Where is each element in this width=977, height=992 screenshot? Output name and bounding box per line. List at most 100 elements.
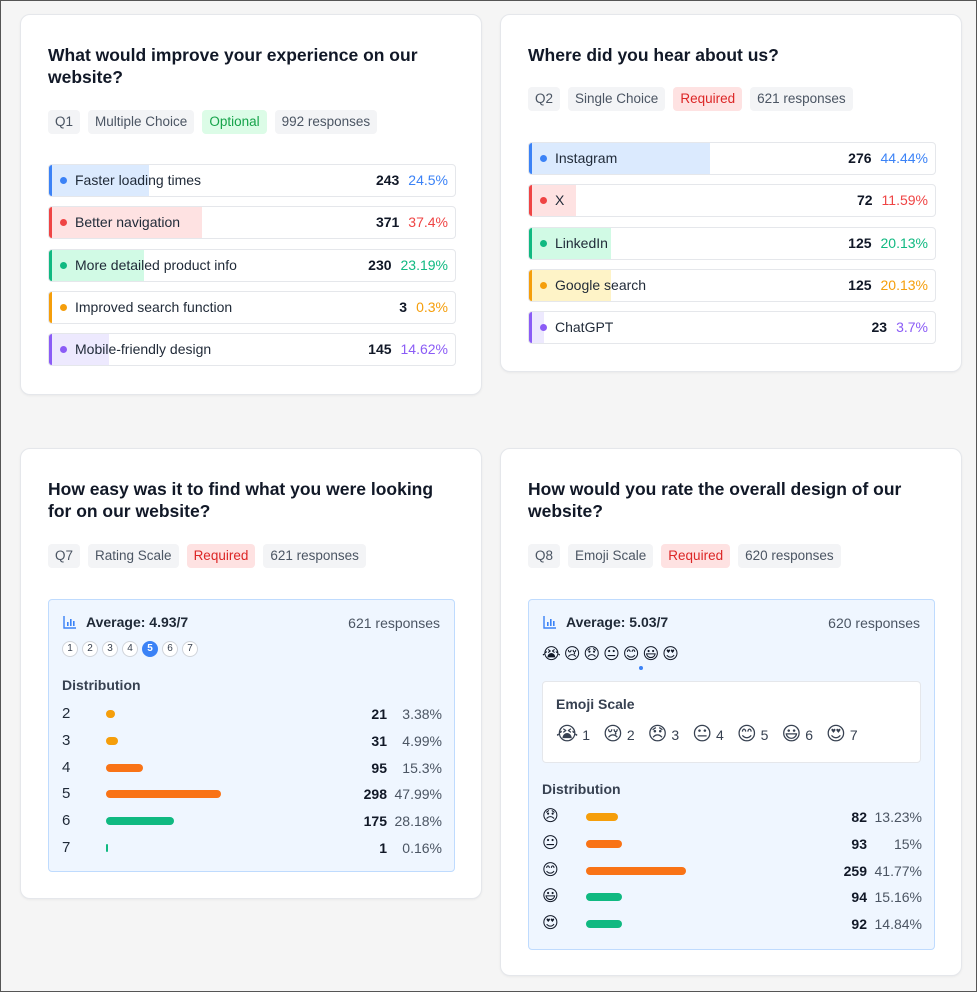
option-color-edge [529,185,532,217]
option-count: 145 [368,341,392,358]
option-label: Instagram [555,150,618,166]
bar-chart-icon [543,616,556,629]
responses-tag: 620 responses [738,544,841,568]
option-percent: 3.7% [896,319,928,336]
option-color-dot [540,281,547,289]
option-label: Mobile-friendly design [75,341,212,358]
average-score: Average: 4.93/7 [62,614,188,630]
emoji-legend-value: 3 [671,726,680,743]
option-percent: 20.13% [880,234,928,251]
option-row[interactable]: ChatGPT 23 3.7% [528,311,936,345]
question-tags: Q2 Single Choice Required 621 responses [528,87,853,111]
question-type-tag: Emoji Scale [568,544,654,568]
option-color-dot [60,303,67,311]
distribution-percent: 15% [893,835,922,852]
option-row[interactable]: X 72 11.59% [528,184,936,218]
distribution-row: 😃 94 15.16% [529,886,934,908]
emoji-legend-value: 4 [716,726,724,743]
emoji-legend-value: 2 [626,726,635,743]
distribution-percent: 28.18% [394,813,442,830]
option-stats: 145 14.62% [368,334,448,365]
scale-point[interactable]: 1 [62,641,78,657]
emoji-legend-item: 😊 5 [737,723,769,746]
question-id-tag: Q2 [528,87,561,111]
option-row[interactable]: Mobile-friendly design 145 14.62% [48,333,456,367]
option-label: Faster loading times [75,172,202,188]
option-share-bar [529,185,577,217]
distribution-percent: 13.23% [874,809,922,825]
emoji-legend-value: 7 [849,726,858,743]
emoji-legend-item: 😢 2 [603,723,635,746]
option-label: X [555,192,565,209]
option-color-dot [540,239,547,247]
required-badge: Required [661,544,731,568]
option-count: 276 [848,150,872,166]
scale-point[interactable]: 3 [102,641,118,657]
option-label: LinkedIn [555,234,608,251]
emoji-legend-icon: 😢 [603,724,623,745]
emoji-option[interactable]: 😐 [603,646,620,663]
option-row[interactable]: Improved search function 3 0.3% [48,290,456,324]
option-row[interactable]: Google search 125 20.13% [528,268,936,302]
question-card-q2: Where did you hear about us? Q2 Single C… [500,14,962,372]
scale-point[interactable]: 5 [142,641,158,657]
distribution-bar [106,763,143,772]
option-row[interactable]: Better navigation 371 37.4% [48,206,456,240]
option-color-edge [529,227,532,259]
distribution-bar [586,866,687,875]
option-color-edge [49,207,52,239]
option-color-edge [49,291,52,323]
distribution-bar [106,844,108,852]
distribution-bar [106,817,174,826]
distribution-key: 3 [62,731,71,749]
question-tags: Q7 Rating Scale Required 621 responses [48,544,366,568]
distribution-count: 21 [371,706,387,722]
distribution-count: 31 [371,732,387,749]
average-value: Average: 5.03/7 [566,614,669,630]
distribution-bar [106,790,222,799]
distribution-bar [586,920,622,929]
distribution-row: 😐 93 15% [529,833,934,855]
scale-point[interactable]: 2 [82,641,98,657]
distribution-row: 😞 82 13.23% [529,806,934,828]
option-percent: 24.5% [408,172,448,188]
option-count: 3 [399,298,408,315]
emoji-legend-icon: 😍 [826,724,846,745]
scale-point[interactable]: 7 [182,641,198,657]
scale-point[interactable]: 4 [122,641,138,657]
option-color-dot [60,219,67,227]
distribution-percent: 15.3% [402,759,442,776]
distribution-row: 4 95 15.3% [49,757,454,779]
emoji-option[interactable]: 😭 [542,646,561,663]
option-color-dot [60,346,67,354]
emoji-legend-icon: 😭 [556,724,579,745]
question-type-tag: Single Choice [568,87,666,111]
distribution-bar [586,839,622,848]
emoji-option[interactable]: 😊 [622,646,640,663]
emoji-option[interactable]: 😃 [642,646,660,663]
question-tags: Q1 Multiple Choice Optional 992 response… [48,110,378,134]
question-tags: Q8 Emoji Scale Required 620 responses [528,544,841,568]
emoji-option[interactable]: 😞 [583,646,601,663]
option-count: 72 [856,192,873,209]
emoji-option[interactable]: 😢 [563,646,581,663]
option-row[interactable]: Faster loading times 243 24.5% [48,164,456,197]
scale-point[interactable]: 6 [162,641,178,657]
option-count: 23 [871,319,888,336]
question-title: How would you rate the overall design of… [528,479,902,521]
required-badge: Required [186,544,256,568]
distribution-key: 5 [62,785,71,803]
emoji-scale-row: 😭 😢 😞 😐 😊 😃 😍 [542,644,679,664]
option-row[interactable]: More detailed product info 230 23.19% [48,248,456,282]
emoji-legend-value: 1 [582,726,590,743]
option-stats: 3 0.3% [399,292,448,323]
emoji-scale-legend: Emoji Scale 😭 1 😢 2 😞 3 😐 4 😊 5 😃 6 😍 7 [542,681,921,763]
option-stats: 23 3.7% [872,312,929,343]
option-color-dot [540,155,547,162]
emoji-option[interactable]: 😍 [662,646,679,663]
emoji-legend-item: 😍 7 [826,723,858,746]
option-row[interactable]: LinkedIn 125 20.13% [528,226,936,260]
option-percent: 14.62% [400,341,448,358]
option-row[interactable]: Instagram 276 44.44% [528,142,936,175]
distribution-percent: 3.38% [402,706,442,722]
